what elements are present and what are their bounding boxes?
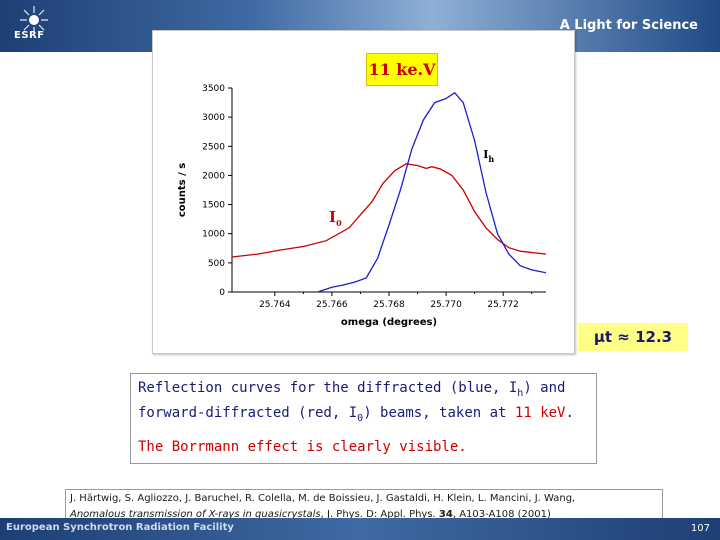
x-axis-label: omega (degrees) [341, 317, 437, 328]
footer-text: European Synchrotron Radiation Facility [6, 522, 234, 533]
x-tick-label: 25.768 [373, 300, 405, 310]
x-tick-label: 25.772 [487, 300, 519, 310]
esrf-logo-icon [20, 6, 48, 34]
y-tick-label: 3000 [202, 113, 225, 123]
y-axis-label: counts / s [177, 163, 188, 217]
caption-line-2: forward-diffracted (red, I0) beams, take… [138, 405, 574, 424]
curve-label: I0 [329, 208, 342, 228]
tagline: A Light for Science [559, 18, 698, 33]
x-tick-label: 25.770 [430, 300, 462, 310]
x-tick-label: 25.764 [259, 300, 291, 310]
footer-banner: European Synchrotron Radiation Facility … [0, 518, 720, 540]
mu-t-label: μt ≈ 12.3 [578, 323, 688, 351]
series-line-i0 [231, 163, 547, 258]
energy-badge: 11 ke.V [366, 53, 438, 86]
curve-label-subscript: h [488, 154, 494, 164]
y-tick-label: 1500 [202, 201, 225, 211]
curve-label-subscript: 0 [336, 218, 342, 228]
caption-text: Reflection curves for the diffracted (bl… [138, 380, 518, 396]
y-tick-label: 3500 [202, 84, 225, 94]
caption-line-3: The Borrmann effect is clearly visible. [138, 439, 467, 455]
caption-text: ) and [523, 380, 566, 396]
x-tick-label: 25.766 [316, 300, 348, 310]
reference-title: Anomalous transmission of X-rays in quas… [70, 509, 321, 520]
reference-citation: Anomalous transmission of X-rays in quas… [70, 509, 551, 520]
caption-energy: 11 keV [514, 405, 566, 421]
reference-authors: J. Härtwig, S. Agliozzo, J. Baruchel, R.… [70, 493, 576, 504]
caption-text: forward-diffracted (red, I [138, 405, 358, 421]
caption-box: Reflection curves for the diffracted (bl… [130, 373, 597, 464]
y-tick-label: 0 [219, 288, 225, 298]
caption-subscript: h [517, 387, 524, 399]
curve-label: Ih [483, 148, 494, 164]
caption-subscript: 0 [357, 412, 364, 424]
logo-text: ESRF [14, 30, 45, 41]
page-number: 107 [690, 523, 710, 534]
reflection-curves-chart: 0 500 1000 1500 2000 2500 3000 3500 25.764 25.766… [177, 84, 547, 328]
series-line-ih [317, 91, 547, 293]
plot-panel: 0 500 1000 1500 2000 2500 3000 3500 25.764 25.766… [152, 30, 575, 354]
caption-line-1: Reflection curves for the diffracted (bl… [138, 380, 565, 399]
y-tick-label: 2000 [202, 171, 225, 181]
caption-text: . [565, 405, 574, 421]
reference-pages: , A103-A108 (2001) [452, 509, 551, 520]
reference-volume: 34 [438, 509, 453, 520]
y-tick-label: 2500 [202, 142, 225, 152]
y-tick-label: 500 [208, 259, 225, 269]
reference-journal: , J. Phys. D: Appl. Phys. [320, 509, 439, 520]
y-tick-label: 1000 [202, 230, 225, 240]
caption-text: ) beams, taken at [363, 405, 515, 421]
